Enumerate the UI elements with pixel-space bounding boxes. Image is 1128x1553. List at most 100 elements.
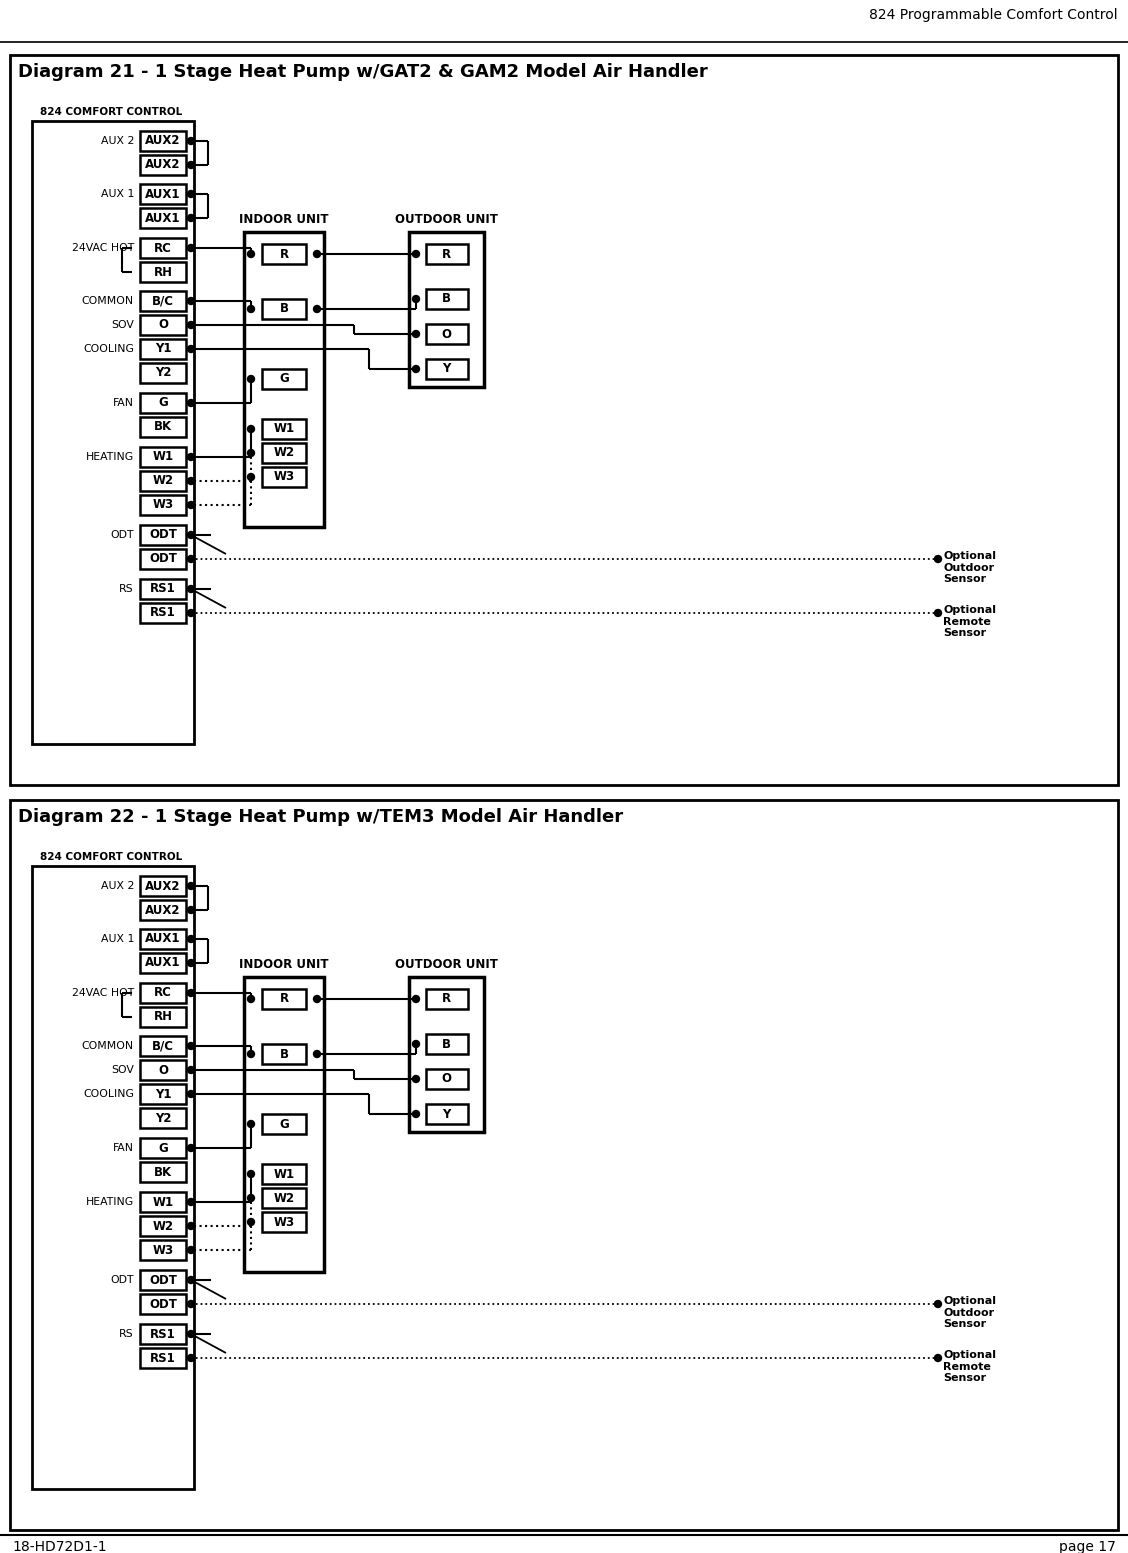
Bar xyxy=(262,419,306,439)
Circle shape xyxy=(187,477,194,485)
Text: B: B xyxy=(442,292,451,306)
Bar xyxy=(140,603,186,623)
Bar xyxy=(262,370,306,388)
Text: ODT: ODT xyxy=(149,1297,177,1311)
Text: RS1: RS1 xyxy=(150,582,176,595)
Circle shape xyxy=(187,1331,194,1337)
Bar xyxy=(140,1107,186,1127)
Circle shape xyxy=(247,1050,255,1058)
Text: W3: W3 xyxy=(152,499,174,511)
Text: W1: W1 xyxy=(152,1196,174,1208)
Text: Y2: Y2 xyxy=(155,1112,171,1124)
Bar xyxy=(140,1348,186,1368)
Text: Y2: Y2 xyxy=(155,367,171,379)
Circle shape xyxy=(413,331,420,337)
Bar xyxy=(262,1211,306,1232)
Bar xyxy=(140,901,186,919)
Circle shape xyxy=(187,1277,194,1283)
Circle shape xyxy=(187,609,194,617)
Text: W3: W3 xyxy=(152,1244,174,1256)
Circle shape xyxy=(187,1199,194,1205)
Text: W2: W2 xyxy=(273,1191,294,1205)
Text: 24VAC HOT: 24VAC HOT xyxy=(72,242,134,253)
Text: HEATING: HEATING xyxy=(86,452,134,461)
Circle shape xyxy=(413,295,420,303)
Circle shape xyxy=(187,585,194,593)
Circle shape xyxy=(247,1219,255,1225)
Bar xyxy=(425,325,467,345)
Text: B: B xyxy=(280,1048,289,1061)
Bar xyxy=(140,1270,186,1291)
Bar xyxy=(10,800,1118,1530)
Text: O: O xyxy=(441,1073,451,1086)
Text: OUTDOOR UNIT: OUTDOOR UNIT xyxy=(395,213,497,227)
Circle shape xyxy=(187,556,194,562)
Text: ODT: ODT xyxy=(149,1273,177,1286)
Bar xyxy=(262,989,306,1009)
Text: RS1: RS1 xyxy=(150,607,176,620)
Bar xyxy=(32,867,194,1489)
Text: G: G xyxy=(158,1141,168,1154)
Text: COOLING: COOLING xyxy=(83,1089,134,1100)
Bar xyxy=(140,1138,186,1159)
Circle shape xyxy=(247,376,255,382)
Text: B: B xyxy=(442,1037,451,1050)
Text: O: O xyxy=(158,1064,168,1076)
Bar xyxy=(262,1165,306,1183)
Bar xyxy=(140,183,186,203)
Circle shape xyxy=(187,1222,194,1230)
Text: BK: BK xyxy=(153,1165,173,1179)
Text: FAN: FAN xyxy=(113,1143,134,1152)
Text: RS1: RS1 xyxy=(150,1351,176,1365)
Circle shape xyxy=(247,250,255,258)
Circle shape xyxy=(247,1121,255,1127)
Text: Diagram 21 - 1 Stage Heat Pump w/GAT2 & GAM2 Model Air Handler: Diagram 21 - 1 Stage Heat Pump w/GAT2 & … xyxy=(18,64,707,81)
Text: AUX 1: AUX 1 xyxy=(100,189,134,199)
Text: R: R xyxy=(442,992,451,1005)
Bar xyxy=(140,550,186,568)
Text: W3: W3 xyxy=(273,1216,294,1228)
Circle shape xyxy=(934,609,942,617)
Text: AUX2: AUX2 xyxy=(146,879,180,893)
Circle shape xyxy=(187,1354,194,1362)
Text: RS1: RS1 xyxy=(150,1328,176,1340)
Text: B/C: B/C xyxy=(152,295,174,307)
Text: COOLING: COOLING xyxy=(83,345,134,354)
Bar xyxy=(140,495,186,516)
Bar xyxy=(140,525,186,545)
Circle shape xyxy=(187,321,194,329)
Circle shape xyxy=(413,1076,420,1082)
Text: W2: W2 xyxy=(152,1219,174,1233)
Circle shape xyxy=(413,995,420,1003)
Bar xyxy=(140,418,186,436)
Circle shape xyxy=(247,426,255,432)
Circle shape xyxy=(413,1041,420,1048)
Bar xyxy=(425,289,467,309)
Text: O: O xyxy=(158,318,168,331)
Text: Y: Y xyxy=(442,1107,451,1121)
Bar xyxy=(425,244,467,264)
Circle shape xyxy=(187,298,194,304)
Text: R: R xyxy=(442,247,451,261)
Bar xyxy=(140,393,186,413)
Bar xyxy=(140,339,186,359)
Text: RS: RS xyxy=(120,1329,134,1339)
Text: W1: W1 xyxy=(152,450,174,463)
Circle shape xyxy=(187,453,194,461)
Bar xyxy=(140,954,186,974)
Circle shape xyxy=(187,1145,194,1151)
Text: O: O xyxy=(441,328,451,340)
Bar xyxy=(140,262,186,283)
Circle shape xyxy=(413,1110,420,1118)
Text: W2: W2 xyxy=(152,475,174,488)
Text: SOV: SOV xyxy=(112,1065,134,1075)
Bar xyxy=(140,315,186,335)
Circle shape xyxy=(247,306,255,312)
Bar xyxy=(140,471,186,491)
Circle shape xyxy=(314,1050,320,1058)
Bar xyxy=(140,155,186,175)
Bar xyxy=(10,54,1118,784)
Circle shape xyxy=(187,882,194,890)
Bar xyxy=(140,876,186,896)
Circle shape xyxy=(187,399,194,407)
